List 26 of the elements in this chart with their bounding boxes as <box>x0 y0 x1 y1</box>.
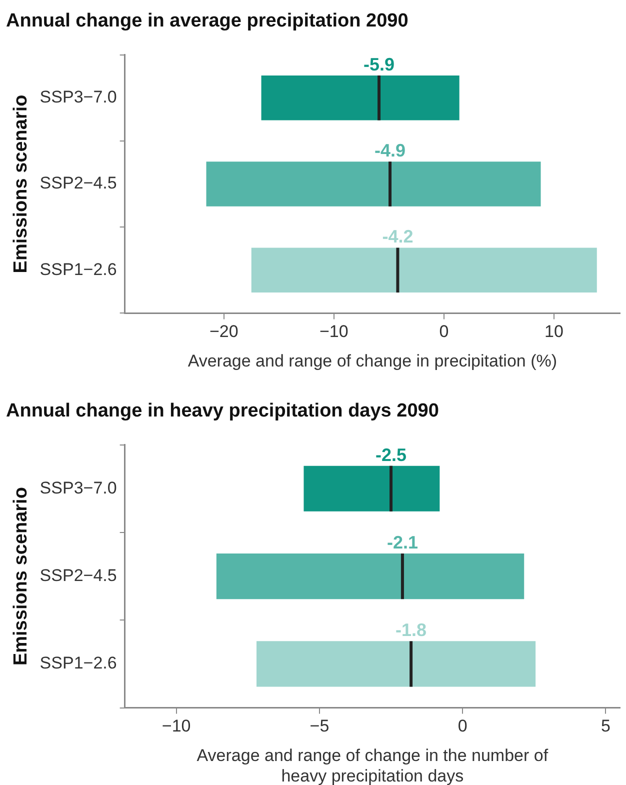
chart-title: Annual change in average precipitation 2090 <box>6 10 408 32</box>
y-axis-title: Emissions scenario <box>10 94 32 274</box>
x-tick-label: −10 <box>319 322 348 342</box>
annotation: -4.2 <box>382 226 414 247</box>
x-axis-title: Average and range of change in the number of heavy precipitation days <box>196 746 548 785</box>
y-tick-label: SSP1−2.6 <box>40 654 117 673</box>
annotation: -2.5 <box>376 444 407 465</box>
x-tick-label: −10 <box>162 716 191 736</box>
x-tick-label: 0 <box>458 716 468 736</box>
y-tick-label: SSP2−4.5 <box>40 566 117 585</box>
y-tick-label: SSP2−4.5 <box>40 174 117 193</box>
x-tick-label: 0 <box>439 322 449 342</box>
x-axis-title: Average and range of change in precipitation (%) <box>188 351 558 370</box>
x-tick-label: −20 <box>209 322 238 342</box>
annotation: -2.1 <box>386 532 418 552</box>
chart-title: Annual change in heavy precipitation days 2090 <box>6 400 439 422</box>
x-tick-label: −5 <box>310 716 330 736</box>
annotation: -1.8 <box>396 620 427 640</box>
y-axis-title: Emissions scenario <box>10 487 32 666</box>
x-tick-label: 5 <box>600 716 610 736</box>
x-tick-label: 10 <box>544 322 564 342</box>
annotation: -5.9 <box>364 54 395 74</box>
annotation: -4.9 <box>374 140 406 161</box>
y-tick-label: SSP1−2.6 <box>40 260 117 279</box>
y-tick-label: SSP3−7.0 <box>40 478 117 498</box>
y-tick-label: SSP3−7.0 <box>40 88 117 107</box>
